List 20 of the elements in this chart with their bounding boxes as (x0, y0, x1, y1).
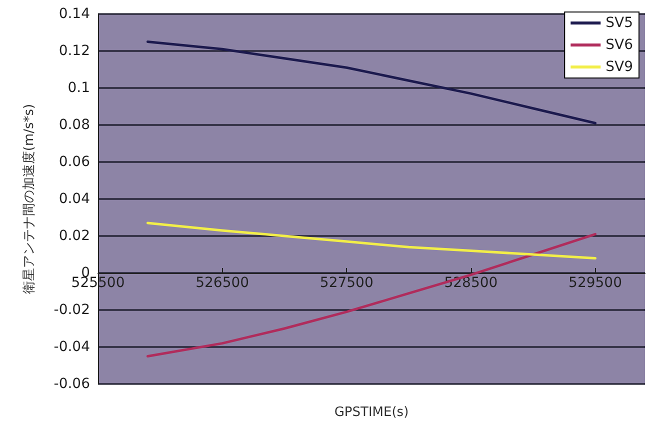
y-tick-label: 0.12 (58, 43, 90, 59)
y-tick-label: -0.06 (54, 376, 90, 392)
x-tick-label: 529500 (568, 275, 622, 292)
y-tick-label: 0.04 (58, 191, 90, 207)
y-tick-label: 0.1 (68, 80, 90, 96)
legend-label: SV9 (606, 59, 634, 75)
x-tick-label: 527500 (320, 275, 374, 292)
legend-label: SV5 (606, 15, 634, 31)
x-axis-title: GPSTIME(s) (334, 405, 409, 420)
y-tick-label: -0.02 (54, 302, 90, 318)
y-tick-label: 0.06 (58, 154, 90, 170)
legend-label: SV6 (606, 37, 634, 53)
x-tick-label: 526500 (196, 275, 250, 292)
y-tick-label: 0.08 (58, 117, 90, 133)
y-tick-label: 0.14 (58, 6, 90, 22)
line-series (146, 222, 597, 260)
y-tick-label: -0.04 (54, 339, 90, 355)
line-series (146, 40, 597, 124)
y-tick-label: 0.02 (58, 228, 90, 244)
y-axis-title: 衛星アンテナ間の加速度(m/s*s) (21, 104, 37, 294)
